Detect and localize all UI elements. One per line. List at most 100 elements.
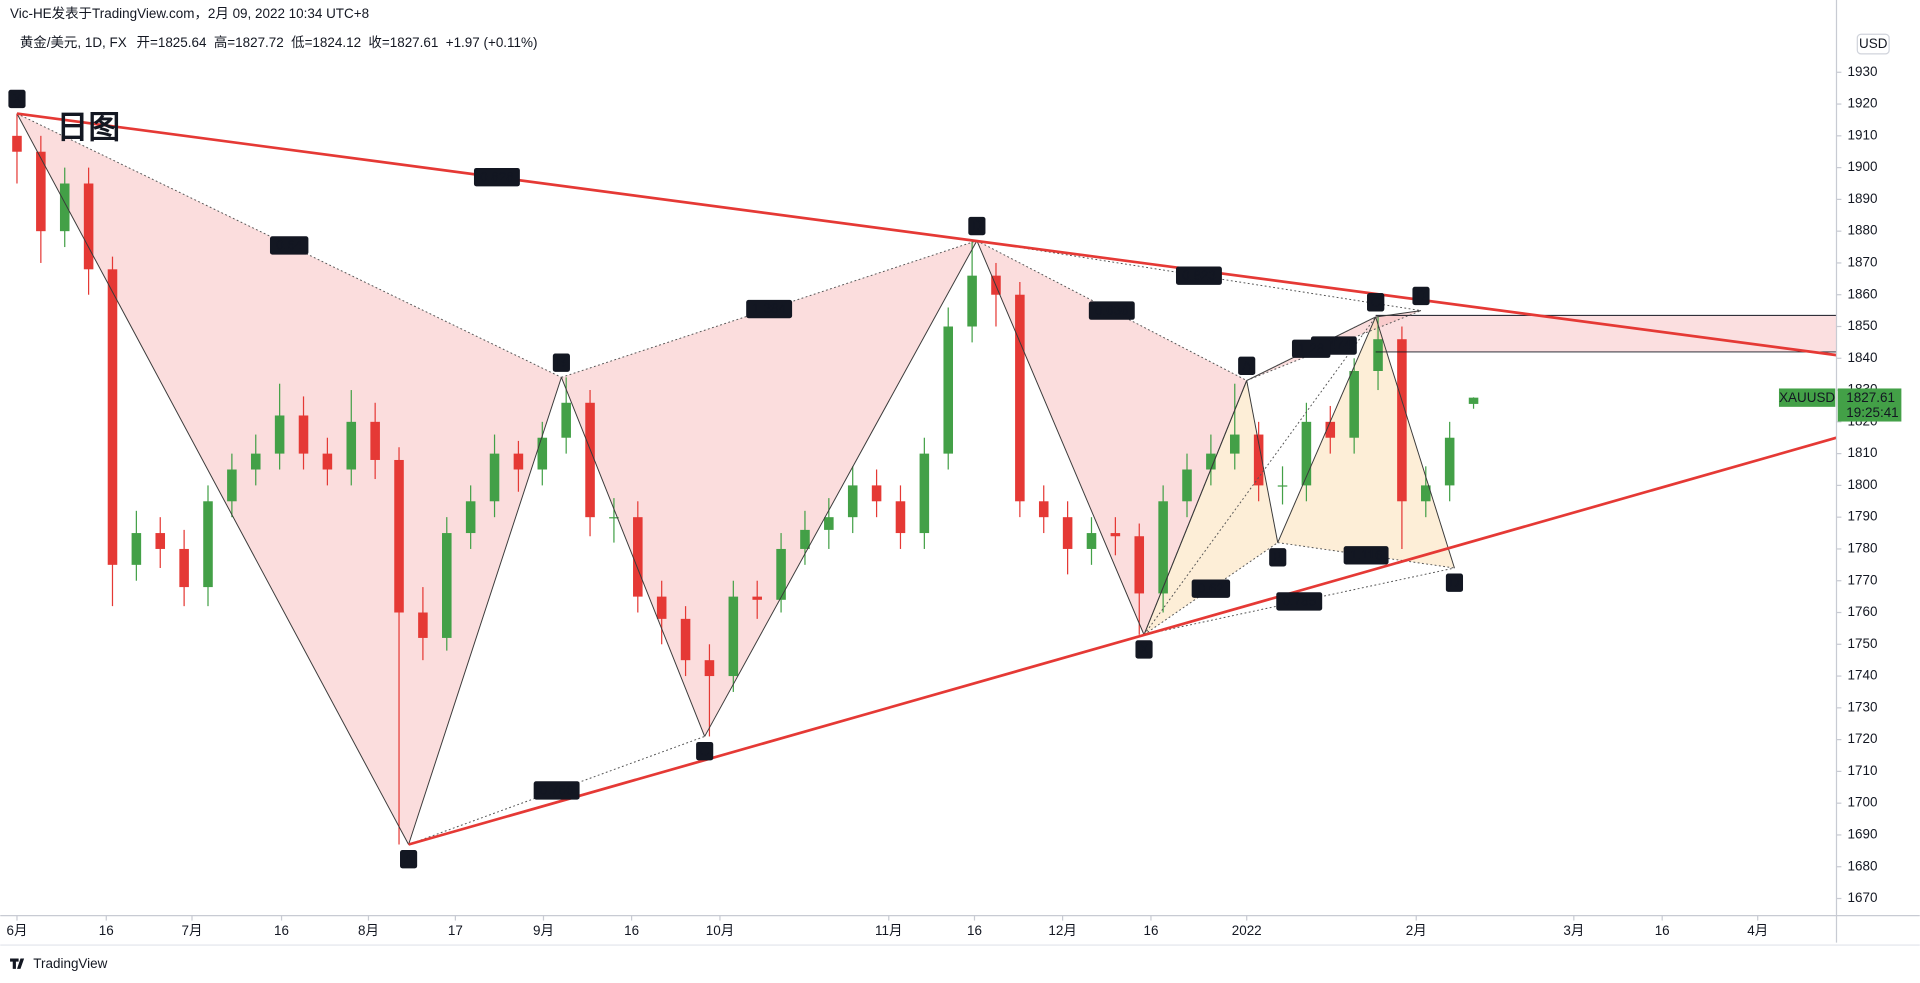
ratio-label: 1.28: [1298, 341, 1324, 356]
y-tick-label: 1870: [1848, 255, 1878, 270]
x-tick-label: 16: [624, 923, 639, 938]
ratio-box: [1088, 301, 1135, 320]
point-box: [8, 89, 26, 109]
point-label: A: [1242, 358, 1251, 373]
x-tick-label: 16: [1655, 923, 1670, 938]
ratio-box: [1175, 266, 1222, 285]
time-axis-bg: [0, 915, 1920, 983]
candle-body: [1373, 339, 1383, 371]
y-tick-label: 1760: [1848, 604, 1878, 619]
point-box: [1445, 573, 1464, 592]
candle-body: [1325, 421, 1336, 438]
candle-body: [36, 151, 46, 232]
candle-body: [800, 529, 810, 549]
x-tick-label: 10月: [706, 923, 734, 938]
candle-body: [585, 402, 595, 518]
y-tick-label: 1680: [1848, 858, 1878, 873]
candle-body: [847, 485, 858, 518]
pattern-leg: [1277, 316, 1377, 543]
pattern-ratio-line: [408, 735, 705, 845]
x-tick-label: 7月: [182, 923, 203, 938]
pattern-leg: [1246, 380, 1279, 543]
candle-body: [418, 612, 428, 638]
candle-body: [537, 437, 548, 470]
candle-body: [895, 501, 906, 534]
candle-body: [131, 533, 142, 565]
y-tick-label: 1750: [1848, 636, 1878, 651]
point-box: [400, 849, 418, 869]
candle-body: [752, 596, 762, 600]
pattern-ratio-line: [1246, 310, 1422, 381]
pattern-leg: [1375, 316, 1455, 569]
point-box: [1238, 356, 1256, 376]
candle-body: [943, 326, 954, 454]
ratio-label: 1.116: [1350, 547, 1383, 562]
y-tick-label: 1690: [1848, 827, 1878, 842]
candle-body: [465, 501, 476, 534]
legend-open: 开=1825.64: [137, 34, 207, 49]
ratio-box: [1191, 579, 1231, 598]
pattern-leg: [16, 113, 410, 845]
candle-body: [1397, 339, 1407, 502]
x-tick-label: 6月: [7, 923, 28, 938]
candle-body: [489, 453, 500, 502]
candle-body: [227, 469, 237, 502]
y-tick-label: 1860: [1848, 286, 1878, 301]
y-tick-label: 1920: [1848, 96, 1878, 111]
symbol-tag-label: XAUUSD: [1779, 390, 1835, 405]
candle-body: [203, 501, 213, 588]
point-box: [1367, 293, 1385, 312]
candle-body: [274, 415, 285, 454]
price-tag: [1837, 388, 1902, 422]
candle-body: [1301, 421, 1312, 486]
legend-close: 收=1827.61: [368, 34, 438, 49]
pattern-ratio-line: [976, 240, 1247, 381]
price-axis-bg: [1836, 0, 1920, 983]
pattern-fill: [1277, 316, 1455, 569]
candle-body: [1229, 434, 1240, 454]
currency-box[interactable]: [1856, 33, 1890, 55]
candle-body: [776, 548, 786, 600]
candle-body: [609, 517, 619, 519]
candle-body: [1086, 533, 1097, 549]
y-tick-label: 1770: [1848, 572, 1878, 587]
x-tick-label: 16: [99, 923, 114, 938]
candle-body: [704, 660, 715, 677]
candle-body: [680, 618, 691, 661]
pattern-fill: [976, 240, 1247, 635]
candle-body: [1421, 485, 1431, 502]
y-tick-label: 1700: [1848, 795, 1878, 810]
candle-body: [1110, 533, 1121, 537]
y-tick-label: 1720: [1848, 731, 1878, 746]
legend-low: 低=1824.12: [291, 34, 361, 49]
logo-icon: [10, 958, 25, 969]
candle-body: [1134, 536, 1145, 594]
x-tick-label: 16: [1143, 923, 1158, 938]
pattern-leg: [560, 377, 706, 737]
x-tick-label: 12月: [1048, 923, 1076, 938]
pattern-ratio-line: [1143, 316, 1377, 636]
x-tick-label: 16: [274, 923, 289, 938]
pattern-leg: [976, 240, 1145, 635]
y-tick-label: 1930: [1848, 64, 1878, 79]
y-tick-label: 1840: [1848, 350, 1878, 365]
x-tick-label: 16: [967, 923, 982, 938]
point-label: D: [972, 218, 982, 233]
countdown-label: 19:25:41: [1846, 405, 1898, 420]
ratio-label: 0.823: [1182, 268, 1216, 283]
candle-body: [12, 135, 22, 152]
ratio-box: [1291, 339, 1331, 358]
price-tag-label: 1827.61: [1846, 390, 1895, 405]
pattern-leg: [1143, 380, 1248, 635]
candle-body: [1062, 517, 1073, 549]
ratio-box: [746, 299, 793, 319]
candle-body: [513, 453, 524, 470]
y-tick-label: 1800: [1848, 477, 1878, 492]
point-box: [968, 216, 986, 236]
candle-body: [824, 517, 834, 530]
ratio-label: 0.64: [276, 238, 303, 253]
point-label: C: [700, 743, 710, 758]
